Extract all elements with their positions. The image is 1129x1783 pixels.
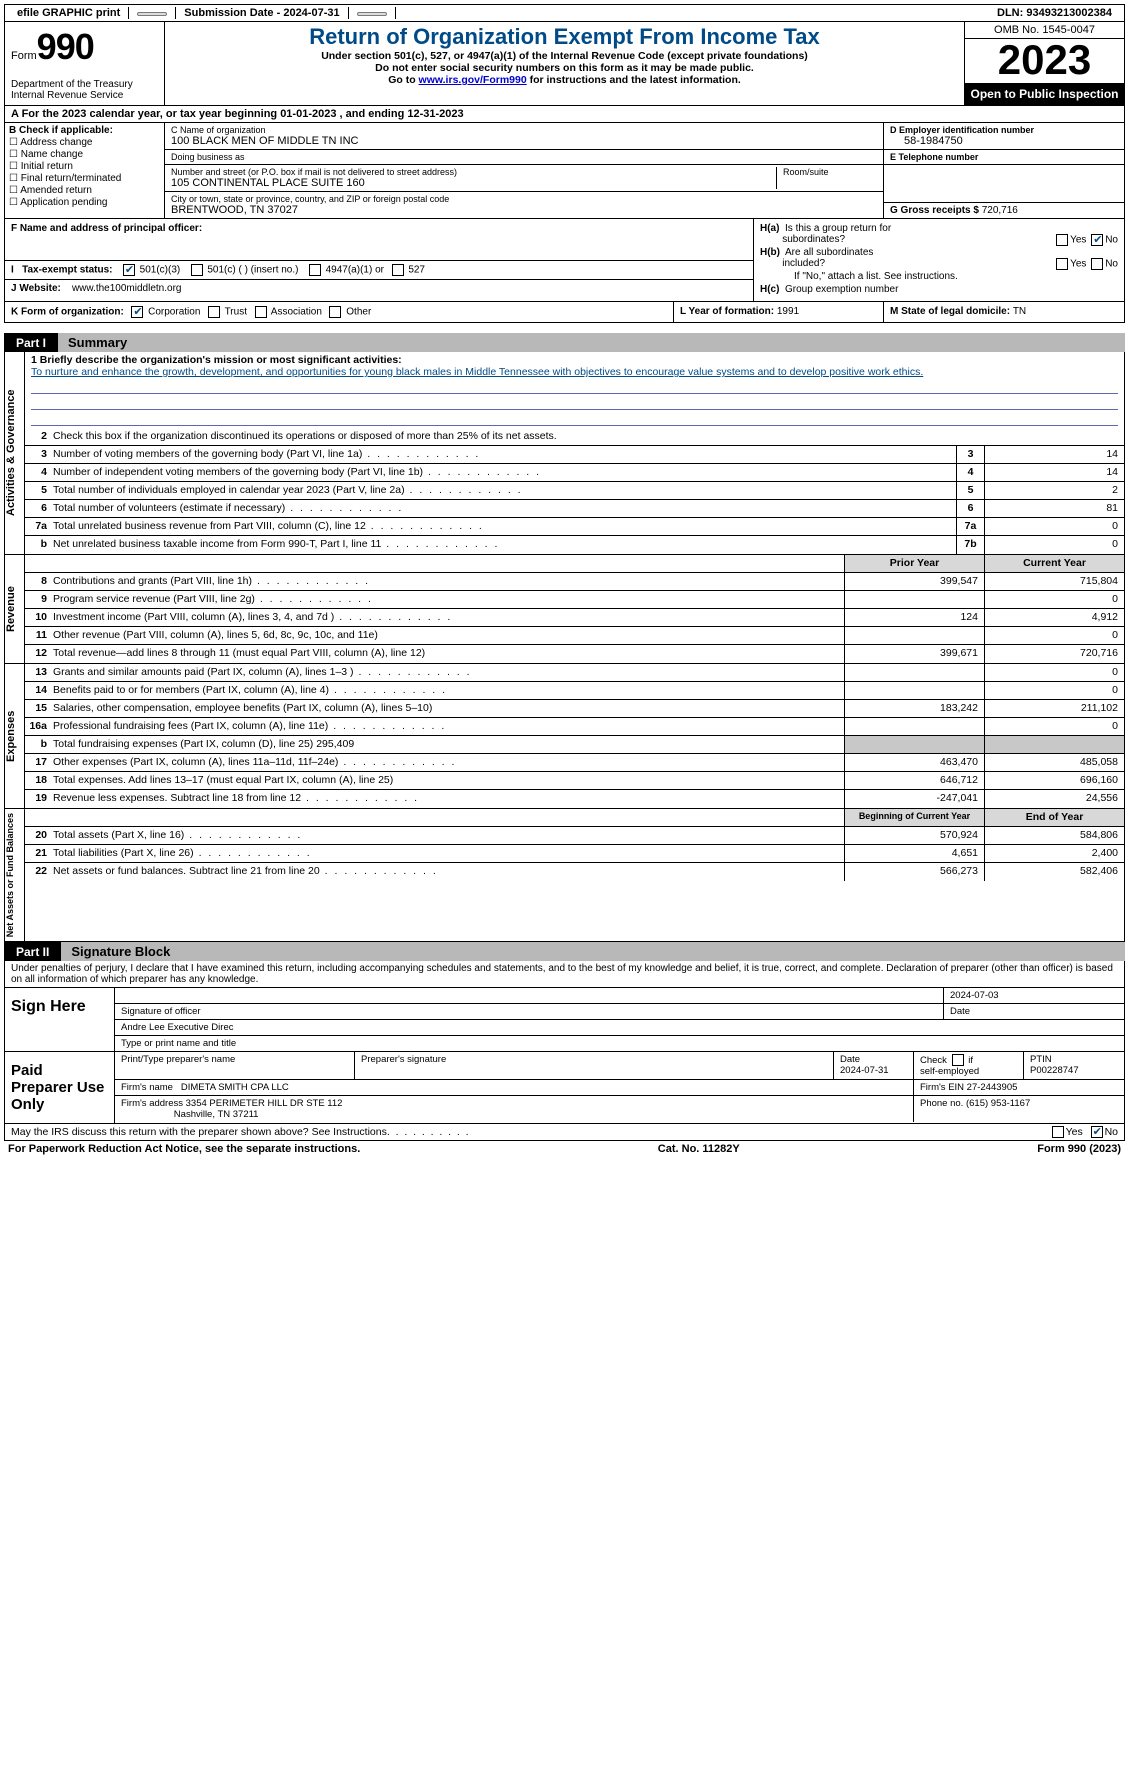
- checkbox-4947[interactable]: [309, 264, 321, 276]
- print-button[interactable]: [137, 12, 167, 16]
- expenses-section: Expenses 13Grants and similar amounts pa…: [4, 664, 1125, 809]
- line-a: A For the 2023 calendar year, or tax yea…: [4, 106, 1125, 123]
- signature-block: Under penalties of perjury, I declare th…: [4, 961, 1125, 1141]
- block-bcd: B Check if applicable: Address change Na…: [4, 123, 1125, 219]
- checkbox-527[interactable]: [392, 264, 404, 276]
- blank-button[interactable]: [357, 12, 387, 16]
- efile-label: efile GRAPHIC print: [9, 7, 129, 19]
- revenue-section: Revenue Prior YearCurrent Year 8Contribu…: [4, 555, 1125, 664]
- net-assets-section: Net Assets or Fund Balances Beginning of…: [4, 809, 1125, 942]
- top-bar: efile GRAPHIC print Submission Date - 20…: [4, 4, 1125, 22]
- instructions-link[interactable]: www.irs.gov/Form990: [419, 74, 527, 86]
- form-header: Form990 Department of the Treasury Inter…: [4, 22, 1125, 106]
- block-klm: K Form of organization: Corporation Trus…: [4, 302, 1125, 323]
- dept-label: Department of the Treasury Internal Reve…: [11, 79, 158, 101]
- checkbox-501c[interactable]: [191, 264, 203, 276]
- form-title: Return of Organization Exempt From Incom…: [171, 24, 958, 50]
- activities-governance: Activities & Governance 1 Briefly descri…: [4, 352, 1125, 555]
- part1-bar: Part I Summary: [4, 333, 1125, 352]
- part2-bar: Part II Signature Block: [4, 942, 1125, 961]
- block-fh: F Name and address of principal officer:…: [4, 219, 1125, 302]
- footer: For Paperwork Reduction Act Notice, see …: [4, 1141, 1125, 1157]
- checkbox-501c3[interactable]: [123, 264, 135, 276]
